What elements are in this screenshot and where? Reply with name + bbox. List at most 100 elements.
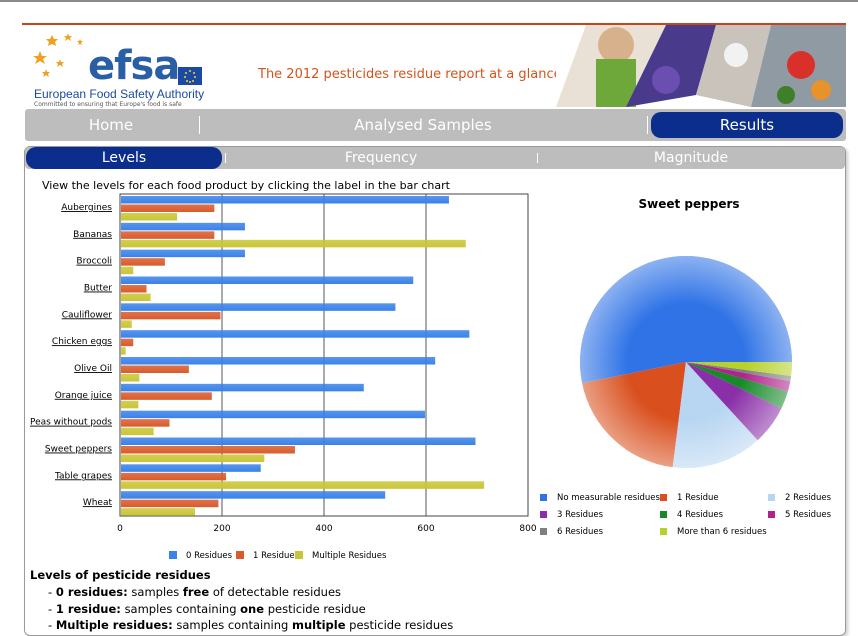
category-link[interactable]: Sweet peppers (45, 445, 112, 455)
bar-0-2[interactable] (121, 249, 245, 258)
bar-1-4[interactable] (121, 311, 221, 320)
category-link[interactable]: Table grapes (54, 471, 112, 481)
category-link[interactable]: Olive Oil (74, 364, 112, 374)
bar-1-1[interactable] (121, 231, 215, 239)
pie-legend-label: 2 Residues (785, 493, 832, 503)
pie-legend-swatch (660, 528, 667, 535)
pie-legend-label: 3 Residues (557, 510, 604, 520)
pie-legend-swatch (540, 528, 547, 535)
legend-label: 0 Residues (186, 551, 233, 561)
header-rule (22, 23, 846, 25)
bar-0-5[interactable] (121, 330, 470, 338)
nav-separator (647, 116, 648, 134)
bar-1-3[interactable] (121, 285, 147, 293)
bar-2-2[interactable] (121, 266, 134, 275)
category-link[interactable]: Peas without pods (30, 418, 112, 428)
tab-separator (225, 153, 226, 163)
top-border (0, 0, 858, 2)
bar-0-3[interactable] (121, 276, 414, 285)
bar-0-4[interactable] (121, 303, 396, 311)
legend-label: Multiple Residues (312, 551, 387, 561)
efsa-logo: efsa European Food Safety Authority Comm… (30, 29, 220, 108)
legend-label: 1 Residue (253, 551, 295, 561)
category-link[interactable]: Bananas (73, 230, 112, 240)
bar-2-6[interactable] (121, 374, 140, 382)
bar-2-11[interactable] (121, 508, 195, 516)
bar-2-7[interactable] (121, 400, 139, 409)
category-link[interactable]: Chicken eggs (52, 337, 112, 347)
bar-1-7[interactable] (121, 392, 212, 400)
bar-0-6[interactable] (121, 357, 436, 365)
note-one-residue: - 1 residue: samples containing one pest… (48, 601, 366, 616)
bar-1-9[interactable] (121, 446, 295, 454)
pie-shading (580, 256, 792, 468)
category-link[interactable]: Wheat (83, 498, 113, 508)
chart-instruction: View the levels for each food product by… (42, 179, 450, 192)
bar-0-0[interactable] (121, 196, 449, 204)
bar-2-0[interactable] (121, 213, 178, 221)
note-term: Multiple residues: (55, 618, 173, 632)
category-link[interactable]: Aubergines (61, 203, 112, 213)
note-term: 0 residues: (55, 585, 128, 599)
note-multiple-residues: - Multiple residues: samples containing … (48, 618, 454, 632)
pie-legend-swatch (768, 494, 775, 501)
sweet-peppers-pie-chart: Sweet peppers No measurable residues 1 Res… (540, 197, 832, 537)
bar-1-5[interactable] (121, 338, 134, 347)
nav-separator (199, 116, 200, 134)
bar-1-0[interactable] (121, 204, 215, 213)
bar-0-1[interactable] (121, 222, 245, 231)
bar-2-3[interactable] (121, 293, 151, 302)
tab-magnitude[interactable]: Magnitude (653, 150, 729, 166)
category-link[interactable]: Cauliflower (62, 310, 113, 320)
page-header: efsa European Food Safety Authority Comm… (22, 23, 846, 108)
logo-tagline: Committed to ensuring that Europe's food… (34, 101, 182, 108)
logo-organisation-name: European Food Safety Authority (34, 87, 205, 101)
x-tick-label: 600 (417, 524, 434, 534)
sub-navigation: Levels Frequency Magnitude (25, 147, 845, 169)
bar-0-11[interactable] (121, 491, 386, 499)
bar-1-6[interactable] (121, 365, 189, 374)
x-tick-label: 0 (117, 524, 123, 534)
pie-title: Sweet peppers (638, 197, 739, 211)
page-title: The 2012 pesticides residue report at a … (258, 67, 562, 82)
pie-legend-label: 1 Residue (677, 493, 719, 503)
bar-2-4[interactable] (121, 320, 132, 328)
bar-1-10[interactable] (121, 472, 227, 481)
tab-levels[interactable]: Levels (26, 147, 222, 169)
pie-legend-label: 4 Residues (677, 510, 724, 520)
pie-legend-label: 6 Residues (557, 527, 604, 537)
logo-wordmark: efsa (88, 43, 180, 89)
notes-heading: Levels of pesticide residues (30, 568, 211, 582)
bar-2-10[interactable] (121, 481, 485, 489)
bar-2-8[interactable] (121, 427, 154, 436)
nav-results[interactable]: Results (651, 112, 843, 138)
nav-analysed-samples[interactable]: Analysed Samples (354, 116, 492, 134)
bar-2-5[interactable] (121, 347, 126, 355)
bar-0-7[interactable] (121, 383, 364, 392)
bar-1-2[interactable] (121, 258, 165, 266)
bar-2-9[interactable] (121, 454, 265, 463)
category-link[interactable]: Orange juice (55, 391, 113, 401)
eu-flag-icon (178, 67, 202, 85)
note-term: 1 residue: (55, 601, 121, 616)
header-banner-image (556, 25, 846, 107)
bar-0-10[interactable] (121, 464, 261, 472)
residue-notes: Levels of pesticide residues - 0 residue… (30, 568, 453, 634)
tab-frequency[interactable]: Frequency (344, 150, 418, 166)
legend-swatch (295, 551, 303, 559)
pie-legend-swatch (660, 511, 667, 518)
pie-legend-swatch (540, 494, 547, 501)
pie-legend-label: No measurable residues (557, 493, 661, 503)
legend-swatch (169, 551, 177, 559)
bar-0-9[interactable] (121, 437, 476, 446)
x-tick-label: 800 (519, 524, 536, 534)
nav-home[interactable]: Home (88, 116, 134, 134)
bar-1-8[interactable] (121, 419, 170, 427)
note-zero-residues: - 0 residues: samples free of detectable… (48, 585, 342, 599)
category-link[interactable]: Butter (84, 284, 112, 294)
bar-2-1[interactable] (121, 239, 466, 248)
pie-legend-swatch (660, 494, 667, 501)
bar-1-11[interactable] (121, 499, 219, 508)
bar-0-8[interactable] (121, 410, 425, 419)
category-link[interactable]: Broccoli (76, 257, 112, 267)
